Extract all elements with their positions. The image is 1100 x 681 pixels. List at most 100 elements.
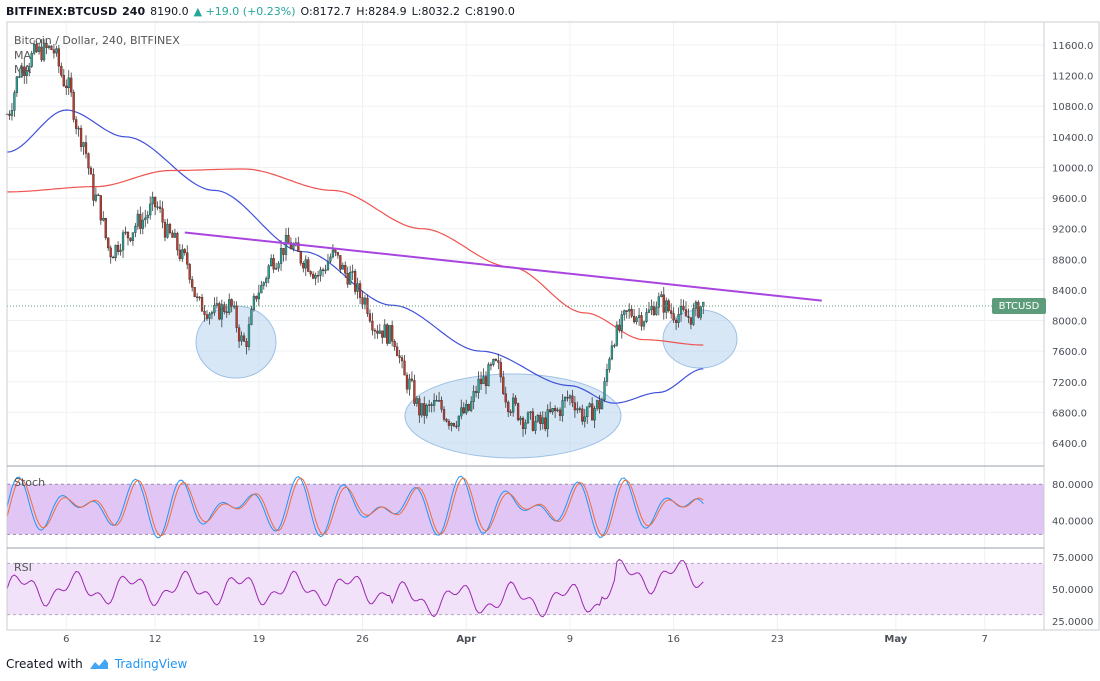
candle-body [299,251,302,264]
y-tick-label: 11200.0 [1052,72,1093,83]
candle-body [682,305,685,310]
candle-body [423,403,426,416]
candle-body [235,305,238,328]
candle-body [292,245,295,250]
candle-body [166,224,169,238]
candle-body [183,249,186,253]
candle-body [47,45,51,48]
candle-body [92,174,95,201]
candle-body [324,269,327,272]
candle-body [568,395,572,399]
candle-body [104,218,107,239]
candle-body [67,77,70,89]
candle-body [62,75,65,87]
candle-body [484,376,488,387]
y-tick-label: 9200.0 [1052,225,1087,236]
rsi-band-fill [7,563,1044,615]
candle-body [635,317,638,323]
candle-body [492,359,495,365]
candle-body [566,397,569,399]
y-tick-label: 7200.0 [1052,378,1087,389]
candle-body [625,310,628,312]
candle-body [418,398,421,416]
candle-body [647,309,651,313]
candle-body [694,301,698,309]
candle-body [358,283,362,298]
candle-body [395,346,399,357]
candle-body [618,324,621,331]
candle-body [356,283,359,292]
stoch-tick-label: 40.0000 [1052,517,1093,528]
candle-body [494,359,498,361]
candle-body [531,411,535,431]
candle-body [472,391,475,402]
candle-body [400,357,404,362]
y-tick-label: 8400.0 [1052,286,1087,297]
candle-body [99,195,102,221]
candle-body [383,324,386,338]
candle-body [672,313,675,321]
candle-body [623,310,626,315]
candle-body [699,306,702,318]
candle-body [163,221,167,238]
candle-body [344,264,347,274]
symbol[interactable]: BITFINEX:BTCUSD [6,4,118,18]
candle-body [386,324,389,344]
candle-body [289,242,293,250]
candle-body [79,127,83,147]
candle-body [255,295,258,300]
candle-body [541,417,544,424]
candle-body [514,397,517,404]
candle-body [245,341,248,347]
candle-body [65,85,68,89]
candle-body [8,113,11,116]
price-change: ▲ +19.0 (+0.23%) [193,4,296,18]
candle-body [151,196,154,205]
candle-body [193,287,196,297]
candle-body [679,305,683,315]
y-tick-label: 11600.0 [1052,41,1093,52]
candle-body [581,408,584,422]
candle-body [208,313,211,319]
x-tick-label: 23 [771,634,784,645]
candle-body [526,412,530,424]
y-tick-label: 7600.0 [1052,347,1087,358]
candle-body [129,237,132,241]
candle-body [420,403,423,416]
candle-body [662,294,665,313]
candle-body [82,142,85,147]
candle-body [534,421,537,431]
candle-body [210,312,214,315]
candle-body [42,42,46,61]
ticker-bar: BITFINEX:BTCUSD 240 8190.0 ▲ +19.0 (+0.2… [6,2,515,20]
x-tick-label: 7 [982,634,988,645]
candle-body [373,329,377,332]
x-tick-label: 26 [356,634,369,645]
candle-body [112,256,115,259]
candle-body [645,312,648,322]
candle-body [331,249,335,258]
candle-body [687,316,690,318]
stoch-d-line [6,477,704,537]
candle-body [351,271,354,273]
candle-body [131,232,135,241]
rsi-band [7,562,1044,616]
candle-body [499,362,502,378]
candle-body [657,296,660,308]
candle-body [442,409,446,420]
candle-body [126,231,130,239]
candle-body [316,275,320,277]
candle-body [381,330,384,338]
candle-body [262,282,265,286]
candle-body [561,400,564,416]
candle-body [435,400,438,402]
candle-body [437,399,441,402]
rsi-tick-label: 75.0000 [1052,553,1093,564]
candle-body [603,381,606,401]
candle-body [186,252,189,265]
candle-body [571,395,574,403]
high-value: H:8284.9 [356,4,407,18]
created-with-text: Created with [6,657,83,671]
tradingview-link[interactable]: TradingView [114,657,188,671]
